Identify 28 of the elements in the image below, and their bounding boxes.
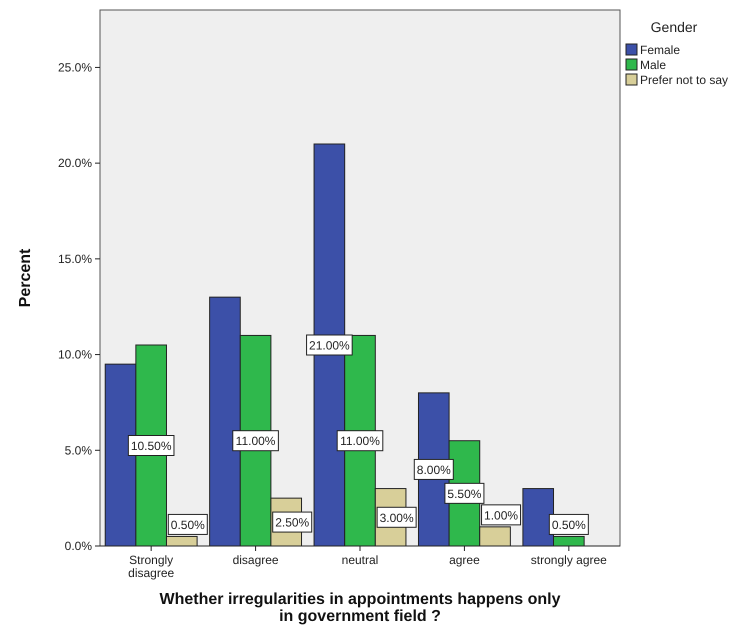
x-tick-label: agree	[449, 553, 480, 567]
y-tick-label: 15.0%	[58, 252, 92, 266]
data-label: 0.50%	[170, 518, 206, 532]
data-label: 21.00%	[309, 338, 350, 352]
x-axis-title: Whether irregularities in appointments happens only in government field ?	[160, 591, 561, 625]
data-label: 10.50%	[130, 439, 172, 453]
legend-label: Prefer not to say	[640, 73, 728, 87]
x-tick-label: neutral	[342, 553, 378, 567]
data-label: 5.50%	[447, 486, 482, 501]
data-label: 1.00%	[484, 508, 518, 522]
y-tick-label: 10.0%	[58, 348, 92, 362]
data-label: 11.00%	[236, 434, 276, 448]
data-label: 0.50%	[552, 518, 586, 532]
y-tick-label: 0.0%	[64, 539, 92, 553]
legend-label: Female	[640, 43, 680, 57]
x-tick-label: strongly agree	[530, 553, 608, 567]
y-tick-label: 20.0%	[58, 156, 92, 170]
data-label: 3.00%	[380, 510, 414, 525]
x-tick-label: disagree	[232, 553, 279, 567]
y-axis-title: Percent	[17, 248, 34, 308]
y-tick-label: 5.0%	[64, 443, 92, 458]
legend-label: Male	[640, 58, 666, 72]
legend-title: Gender	[650, 19, 698, 35]
x-tick-label: Strongly disagree	[128, 553, 175, 580]
data-label: 8.00%	[416, 462, 452, 477]
data-label: 2.50%	[275, 516, 310, 530]
data-label: 11.00%	[340, 434, 380, 448]
y-tick-label: 25.0%	[58, 60, 92, 74]
